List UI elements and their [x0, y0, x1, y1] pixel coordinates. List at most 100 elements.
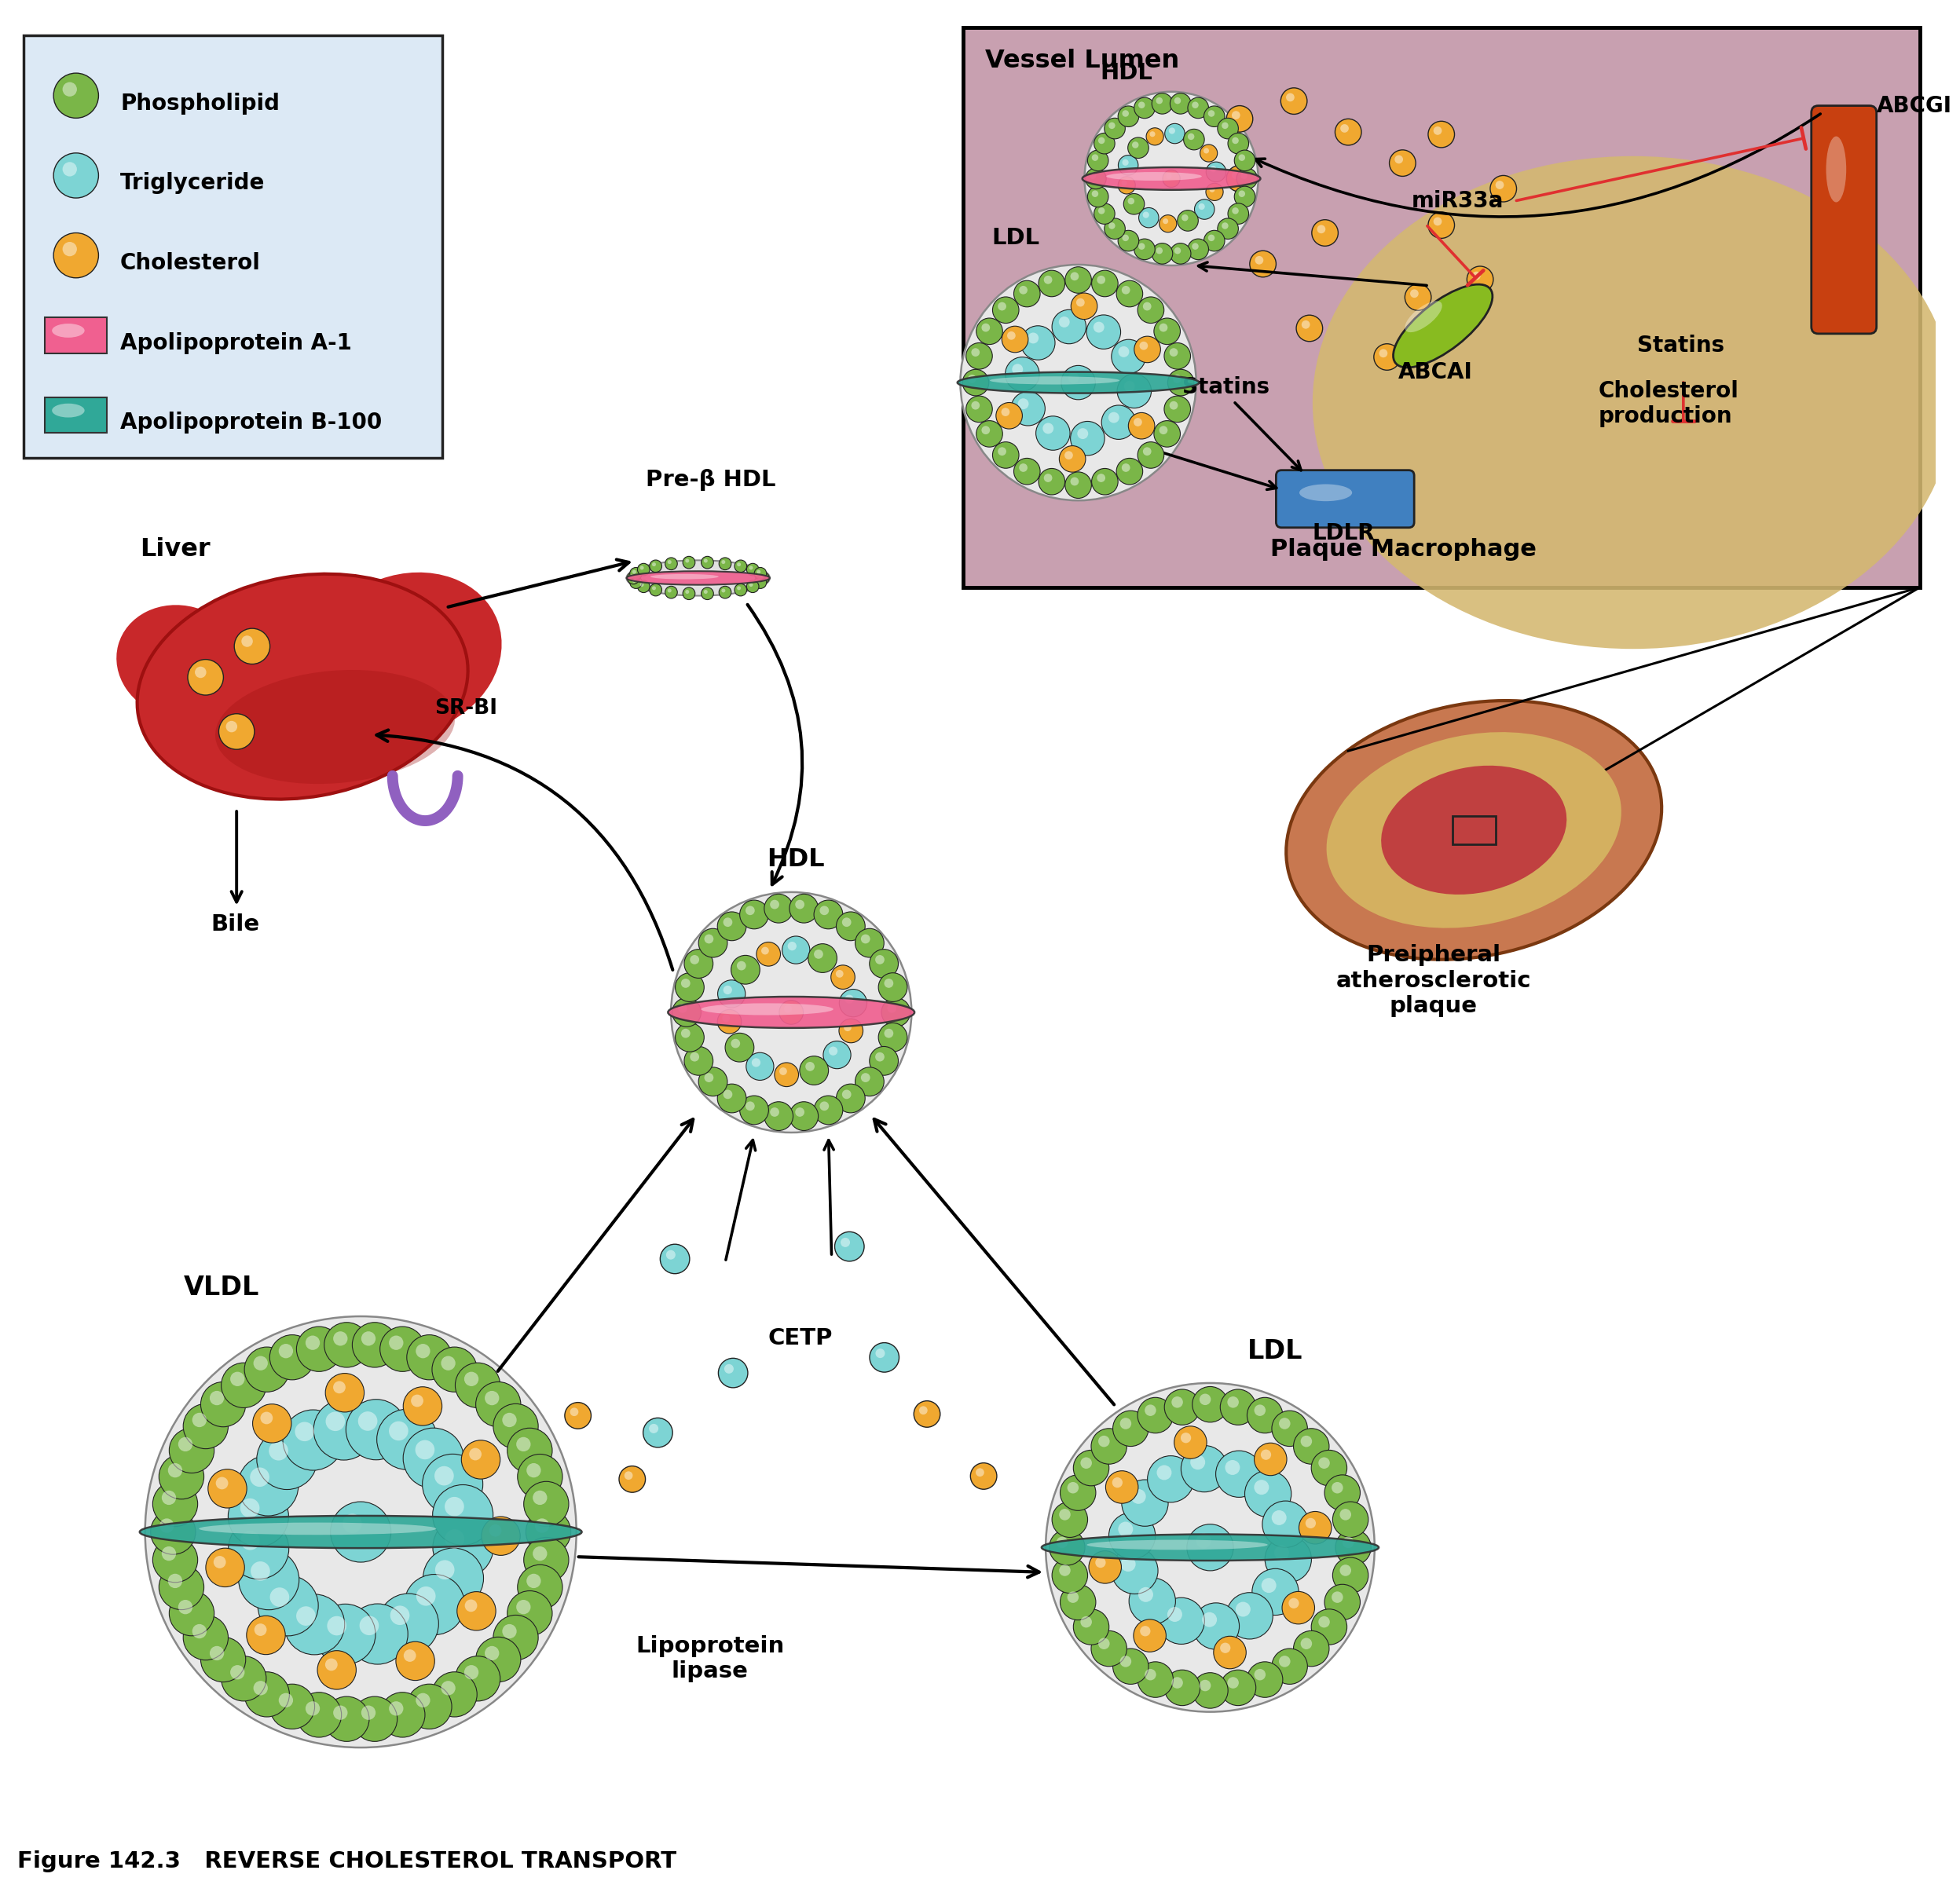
Circle shape: [333, 1381, 345, 1394]
Ellipse shape: [139, 1515, 582, 1548]
Circle shape: [178, 1438, 192, 1451]
Circle shape: [1147, 1455, 1194, 1502]
Circle shape: [780, 1001, 804, 1024]
Circle shape: [1111, 1548, 1158, 1593]
Circle shape: [1200, 144, 1217, 163]
Circle shape: [813, 1095, 843, 1124]
Circle shape: [270, 1336, 316, 1379]
Circle shape: [870, 1046, 898, 1075]
Circle shape: [527, 1574, 541, 1587]
Circle shape: [637, 581, 651, 592]
Text: Plaque Macrophage: Plaque Macrophage: [1270, 537, 1537, 562]
Circle shape: [819, 906, 829, 916]
Circle shape: [1019, 286, 1027, 295]
Circle shape: [774, 1063, 798, 1086]
Circle shape: [433, 1485, 494, 1546]
Circle shape: [1380, 348, 1388, 358]
Circle shape: [1264, 1536, 1311, 1582]
Circle shape: [876, 1349, 884, 1358]
Circle shape: [1182, 214, 1188, 221]
Circle shape: [1127, 138, 1149, 159]
Circle shape: [441, 1357, 455, 1370]
Circle shape: [1168, 369, 1194, 395]
Circle shape: [359, 1616, 378, 1635]
Circle shape: [490, 1525, 502, 1536]
Circle shape: [1299, 1512, 1331, 1544]
Circle shape: [306, 1336, 319, 1351]
Circle shape: [188, 660, 223, 694]
Circle shape: [1070, 293, 1098, 320]
Circle shape: [982, 324, 990, 331]
Circle shape: [1045, 473, 1053, 482]
FancyArrowPatch shape: [1254, 114, 1821, 218]
Circle shape: [282, 1410, 343, 1470]
Circle shape: [1158, 216, 1176, 233]
Circle shape: [723, 986, 733, 995]
Ellipse shape: [116, 605, 243, 719]
Circle shape: [870, 950, 898, 978]
Circle shape: [353, 1697, 398, 1741]
Text: HDL: HDL: [766, 848, 825, 872]
Circle shape: [1080, 1616, 1092, 1627]
Circle shape: [1103, 218, 1125, 238]
Text: Statins: Statins: [1182, 377, 1270, 397]
Circle shape: [1164, 1389, 1200, 1425]
Circle shape: [1221, 1671, 1256, 1705]
Circle shape: [1262, 1500, 1309, 1548]
Circle shape: [731, 955, 760, 984]
Circle shape: [625, 1472, 633, 1480]
Circle shape: [1143, 447, 1151, 456]
Circle shape: [966, 342, 992, 369]
Circle shape: [376, 1410, 437, 1470]
Circle shape: [1154, 420, 1180, 447]
Circle shape: [884, 978, 894, 988]
Circle shape: [1252, 1568, 1299, 1616]
Ellipse shape: [314, 573, 502, 736]
Circle shape: [1013, 280, 1041, 307]
Text: LDL: LDL: [1247, 1338, 1303, 1364]
Circle shape: [970, 1463, 998, 1489]
Circle shape: [719, 558, 731, 569]
Circle shape: [527, 1463, 541, 1478]
Circle shape: [843, 1024, 851, 1031]
Circle shape: [1250, 252, 1276, 276]
Circle shape: [1170, 93, 1192, 114]
Circle shape: [378, 1593, 439, 1654]
Circle shape: [1145, 1404, 1156, 1415]
Circle shape: [1137, 1398, 1174, 1432]
Circle shape: [1466, 267, 1494, 293]
Text: Preipheral
atherosclerotic
plaque: Preipheral atherosclerotic plaque: [1337, 944, 1531, 1018]
Circle shape: [314, 1400, 374, 1461]
Circle shape: [702, 556, 713, 569]
Circle shape: [412, 1394, 423, 1408]
Circle shape: [1164, 395, 1190, 422]
Circle shape: [1058, 316, 1070, 327]
Circle shape: [1282, 1591, 1315, 1623]
Circle shape: [445, 1529, 465, 1550]
Circle shape: [1196, 1534, 1211, 1548]
Circle shape: [1217, 218, 1239, 238]
Circle shape: [227, 1487, 288, 1548]
Circle shape: [345, 1400, 406, 1461]
Circle shape: [1119, 1417, 1131, 1428]
Circle shape: [1043, 424, 1054, 433]
Circle shape: [670, 893, 911, 1133]
Circle shape: [1200, 1394, 1211, 1406]
Circle shape: [782, 937, 809, 963]
Ellipse shape: [627, 560, 770, 596]
Circle shape: [1247, 1398, 1282, 1432]
Circle shape: [1294, 1631, 1329, 1667]
Circle shape: [388, 1421, 408, 1440]
Circle shape: [570, 1408, 578, 1415]
Circle shape: [717, 1010, 741, 1033]
Text: Pre-β HDL: Pre-β HDL: [645, 469, 776, 492]
Circle shape: [159, 1565, 204, 1610]
Text: miR33a: miR33a: [1411, 189, 1503, 212]
Circle shape: [1490, 176, 1517, 202]
Circle shape: [1433, 218, 1443, 225]
Circle shape: [757, 569, 760, 573]
Circle shape: [1254, 255, 1264, 265]
Circle shape: [1333, 1502, 1368, 1538]
Circle shape: [1127, 199, 1135, 204]
Circle shape: [1217, 117, 1239, 138]
